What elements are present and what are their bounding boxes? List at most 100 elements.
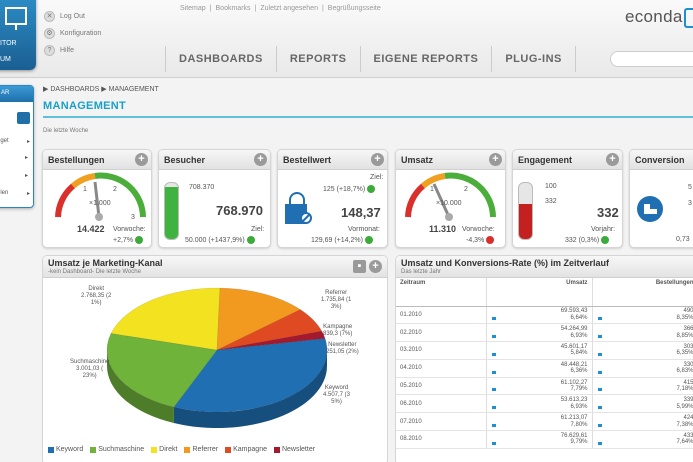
kpi-card-bestellwert: Bestellwert + Ziel: 125 (+18,7%) 148,37 V…	[277, 149, 388, 248]
kpi-card-conversion: Conversion 5 3 0,73	[629, 149, 693, 248]
scale-top: 100	[545, 183, 557, 190]
legend-swatch	[184, 446, 191, 453]
add-icon[interactable]: +	[371, 153, 384, 166]
table-row[interactable]: 06.2010 53.613,23 6,93% 339 5,99%	[396, 394, 693, 414]
compare-value: +2,7%	[113, 236, 144, 244]
umsatz-cell: 48.448,21 6,36%	[486, 359, 593, 378]
label-kampagne: Kampagne 839,3 (7%)	[323, 324, 353, 337]
tab-dashboards[interactable]: DASHBOARDS	[165, 46, 276, 72]
welcome-link[interactable]: Begrüßungsseite	[327, 5, 381, 12]
add-icon[interactable]: +	[489, 153, 502, 166]
pie-slice-keyword[interactable]	[173, 338, 328, 413]
table-row[interactable]: 01.2010 69.593,43 6,64% 490 8,35%	[396, 306, 693, 325]
logo-text-1: ITOR	[0, 40, 17, 47]
breadcrumb[interactable]: ▶ DASHBOARDS ▶ MANAGEMENT	[43, 86, 159, 93]
umsatz-value: 61.102,27	[560, 379, 588, 386]
tab-reports[interactable]: REPORTS	[275, 46, 360, 72]
sidebar-item-1[interactable]: gget ▸	[0, 138, 31, 145]
prev-value: 129,69 (+14,2%)	[311, 236, 373, 244]
sidebar-item-4[interactable]: elen ▸	[0, 190, 31, 197]
pie-slice-suchmaschine[interactable]	[106, 333, 218, 408]
period-cell: 01.2010	[396, 306, 487, 325]
legend-item: Newsletter	[273, 446, 315, 453]
table-row[interactable]: 07.2010 61.213,07 7,80% 424 7,38%	[396, 412, 693, 432]
bestellungen-cell: 339 5,99%	[592, 394, 693, 414]
pie-slice-kampagne[interactable]	[216, 309, 323, 351]
logout-link[interactable]: ✕ Log Out	[44, 11, 85, 22]
trend-up-icon	[135, 236, 144, 244]
column-header-bestellungen[interactable]: Bestellungen	[592, 278, 693, 307]
card-title: Conversion	[635, 155, 685, 165]
bestellungen-percent: 7,38%	[676, 421, 693, 428]
add-icon[interactable]: +	[369, 260, 382, 273]
mini-bar	[597, 335, 602, 339]
trend-up-icon	[601, 236, 610, 244]
monitor-logo-tile[interactable]: ITOR UM	[0, 0, 36, 70]
bestellungen-percent: 7,64%	[676, 439, 693, 446]
kpi-value: 0,73	[676, 236, 690, 243]
recent-link[interactable]: Zuletzt angesehen	[260, 5, 318, 12]
bestellungen-cell: 366 8,85%	[592, 323, 693, 343]
bestellungen-value: 366	[683, 326, 693, 333]
tab-plug-ins[interactable]: PLUG-INS	[491, 46, 576, 72]
bar-chart-icon[interactable]	[17, 112, 30, 124]
bestellungen-percent: 7,18%	[676, 386, 693, 393]
table-row[interactable]: 03.2010 45.601,17 5,84% 303 6,35%	[396, 341, 693, 360]
help-label: Hilfe	[60, 47, 75, 54]
kpi-value: 768.970	[216, 203, 263, 218]
column-header-umsatz[interactable]: Umsatz	[486, 278, 593, 307]
logout-label: Log Out	[60, 13, 85, 20]
label-direkt: Direkt 2.768,35 (2 1%)	[81, 286, 112, 306]
add-icon[interactable]: +	[606, 153, 619, 166]
period-cell: 06.2010	[396, 394, 487, 414]
pie-slice-newsletter[interactable]	[216, 330, 326, 351]
period-cell: 08.2010	[396, 430, 487, 449]
label-newsletter: Newsletter 251,05 (2%)	[326, 342, 359, 355]
bookmarks-link[interactable]: Bookmarks	[215, 5, 251, 12]
pie-slice-referrer[interactable]	[216, 287, 301, 351]
prev-label: Vorjahr:	[591, 226, 616, 233]
pie-slice-direkt[interactable]	[110, 287, 221, 351]
bestellungen-value: 433	[683, 432, 693, 439]
kpi-card-bestellungen: Bestellungen + 1 ×1.000 2 3 14.422 Vorwoc…	[42, 149, 152, 248]
kpi-value: 11.310	[429, 224, 457, 234]
search-input[interactable]	[610, 51, 693, 67]
compare-value-text: +2,7%	[113, 236, 134, 244]
tab-eigene-reports[interactable]: EIGENE REPORTS	[359, 46, 492, 72]
legend-label: Referrer	[192, 446, 219, 453]
logout-icon: ✕	[44, 11, 55, 22]
compare-value: -4,3%	[466, 236, 495, 244]
table-row[interactable]: 05.2010 61.102,27 7,79% 415 7,18%	[396, 377, 693, 396]
settings-link[interactable]: ⚙ Konfiguration	[44, 28, 101, 39]
column-header-zeitraum[interactable]: Zeitraum	[396, 278, 487, 307]
add-icon[interactable]: +	[254, 153, 267, 166]
period-cell: 03.2010	[396, 341, 487, 360]
period-cell: 04.2010	[396, 359, 487, 378]
trend-up-icon	[367, 185, 376, 193]
options-icon[interactable]: ▪	[353, 260, 366, 273]
sitemap-link[interactable]: Sitemap	[180, 5, 206, 12]
table-row[interactable]: 02.2010 54.264,99 6,93% 366 8,85%	[396, 323, 693, 343]
prev-value-text: 129,69 (+14,2%)	[311, 236, 363, 244]
bestellungen-value: 303	[683, 343, 693, 350]
legend-swatch	[90, 446, 97, 453]
umsatz-cell: 61.102,27 7,79%	[486, 377, 593, 396]
umsatz-value: 61.213,07	[560, 415, 588, 422]
trend-up-icon	[246, 236, 255, 244]
page-subtitle: Die letzte Woche	[43, 128, 89, 134]
help-link[interactable]: ? Hilfe	[44, 45, 74, 56]
chevron-right-icon: ▸	[24, 173, 28, 179]
goal-label: Ziel:	[251, 226, 265, 233]
page-title: MANAGEMENT	[43, 100, 127, 112]
table-row[interactable]: 08.2010 76.629,61 9,79% 433 7,64%	[396, 430, 693, 449]
umsatz-value: 69.593,43	[560, 308, 588, 315]
table-row[interactable]: 04.2010 48.448,21 6,36% 330 6,83%	[396, 359, 693, 378]
mini-bar	[491, 335, 496, 339]
umsatz-percent: 6,36%	[570, 368, 588, 375]
bestellungen-percent: 6,35%	[676, 350, 693, 357]
add-icon[interactable]: +	[135, 153, 148, 166]
mini-bar	[597, 441, 602, 445]
label-keyword: Keyword 4.507,7 (3 5%)	[323, 385, 351, 405]
prev-value: 332 (0,3%)	[565, 236, 610, 244]
goal-value: 50.000 (+1437,9%)	[185, 236, 255, 244]
